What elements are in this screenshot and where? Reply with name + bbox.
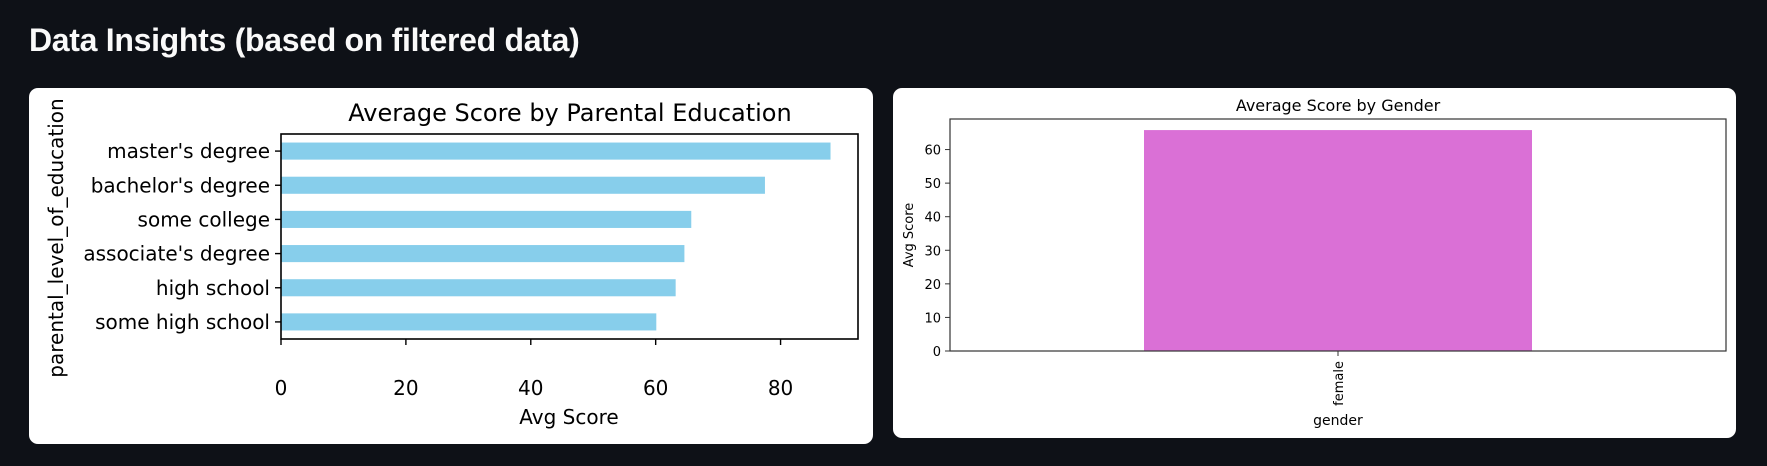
x-axis-label: gender xyxy=(1313,413,1363,429)
bar xyxy=(281,210,692,228)
gender-chart-card: Average Score by Gender 0 10 20 30 40 50 60 fe… xyxy=(893,88,1736,438)
x-tick-label: 20 xyxy=(393,376,418,400)
parental-education-chart: Average Score by Parental Education mast… xyxy=(44,98,859,429)
y-tick-label: 40 xyxy=(924,211,941,226)
bar xyxy=(281,176,765,194)
gender-chart: Average Score by Gender 0 10 20 30 40 50 60 fe… xyxy=(902,96,1727,429)
bar xyxy=(281,279,676,297)
y-tick-label: high school xyxy=(156,276,270,300)
x-tick-label: 40 xyxy=(518,376,543,400)
chart-title: Average Score by Parental Education xyxy=(348,99,791,127)
y-tick-label: 20 xyxy=(924,278,941,293)
y-tick-label: 60 xyxy=(924,144,941,159)
x-tick-label: 80 xyxy=(768,376,793,400)
y-tick-label: 10 xyxy=(924,311,941,326)
x-tick-label: female xyxy=(1332,361,1347,406)
y-axis-label: parental_level_of_education xyxy=(44,98,68,377)
parental-education-chart-card: Average Score by Parental Education mast… xyxy=(29,88,873,444)
plot-frame xyxy=(280,133,859,340)
bar xyxy=(1144,130,1532,351)
y-tick-label: bachelor's degree xyxy=(91,173,270,197)
bar xyxy=(281,313,657,331)
y-tick-label: master's degree xyxy=(107,139,270,163)
x-axis-label: Avg Score xyxy=(519,405,618,429)
bar xyxy=(281,142,831,160)
y-axis-label: Avg Score xyxy=(902,203,917,268)
chart-title: Average Score by Gender xyxy=(1236,96,1441,115)
y-tick-label: some high school xyxy=(95,310,270,334)
bar xyxy=(281,245,685,263)
y-tick-label: 30 xyxy=(924,244,941,259)
x-tick-label: 0 xyxy=(275,376,288,400)
y-tick-label: 0 xyxy=(933,345,941,360)
y-tick-label: 50 xyxy=(924,177,941,192)
x-tick-label: 60 xyxy=(643,376,668,400)
y-tick-label: some college xyxy=(138,207,270,231)
section-title: Data Insights (based on filtered data) xyxy=(29,22,580,58)
y-tick-label: associate's degree xyxy=(83,242,270,266)
